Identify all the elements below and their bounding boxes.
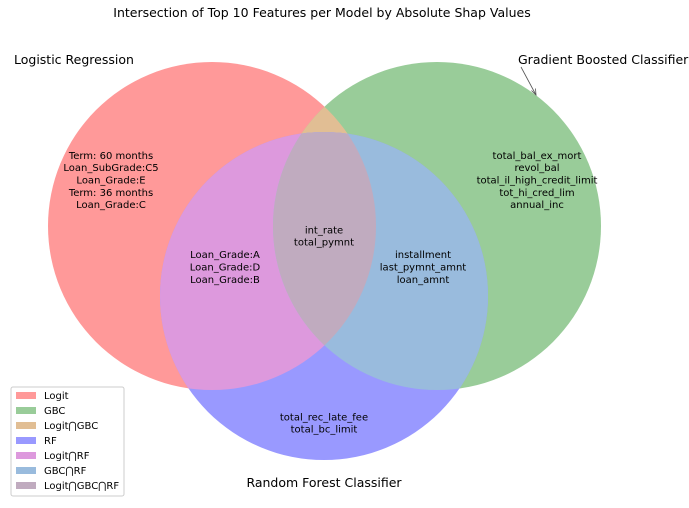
feature-label: total_rec_late_fee <box>280 412 368 423</box>
feature-label: revol_bal <box>514 163 559 174</box>
feature-label: int_rate <box>305 225 343 236</box>
legend-swatch <box>16 392 36 399</box>
feature-label: Term: 36 months <box>68 188 153 199</box>
legend: Logit GBC Logit⋂GBC RF Logit⋂RF GBC⋂RF Logit⋂G… <box>10 386 125 497</box>
gbc-label-arrow <box>520 66 537 97</box>
logit-gbc-rf-region <box>273 132 376 390</box>
legend-label: Logit⋂GBC <box>44 421 98 432</box>
legend-label: RF <box>44 436 57 447</box>
feature-label: Loan_Grade:D <box>190 263 261 274</box>
chart-title: Intersection of Top 10 Features per Mode… <box>113 5 530 20</box>
logit-gbc-rf-features: int_rate total_pymnt <box>294 225 354 248</box>
legend-swatch <box>16 482 36 489</box>
feature-label: annual_inc <box>510 200 564 211</box>
rf-set-label: Random Forest Classifier <box>246 475 402 490</box>
feature-label: total_bal_ex_mort <box>493 151 582 162</box>
legend-label: Logit <box>44 391 69 402</box>
feature-label: Term: 60 months <box>68 151 153 162</box>
feature-label: loan_amnt <box>397 275 450 286</box>
feature-label: Loan_Grade:B <box>190 275 260 286</box>
feature-label: tot_hi_cred_lim <box>499 188 574 199</box>
legend-swatch <box>16 467 36 474</box>
rf-only-features: total_rec_late_fee total_bc_limit <box>280 412 368 435</box>
logit-set-label: Logistic Regression <box>14 52 134 67</box>
feature-label: last_pymnt_amnt <box>380 263 467 274</box>
legend-label: GBC⋂RF <box>44 466 87 477</box>
legend-label: Logit⋂GBC⋂RF <box>44 481 119 492</box>
legend-swatch <box>16 422 36 429</box>
legend-label: GBC <box>44 406 65 417</box>
feature-label: Loan_Grade:E <box>76 176 145 187</box>
feature-label: Loan_Grade:A <box>190 250 260 261</box>
feature-label: Loan_SubGrade:C5 <box>63 163 158 174</box>
legend-label: Logit⋂RF <box>44 451 90 462</box>
feature-label: total_il_high_credit_limit <box>477 176 598 187</box>
feature-label: total_pymnt <box>294 238 354 249</box>
gbc-set-label: Gradient Boosted Classifier <box>518 52 689 67</box>
legend-box <box>10 386 125 497</box>
legend-swatch <box>16 452 36 459</box>
feature-label: total_bc_limit <box>291 425 358 436</box>
feature-label: Loan_Grade:C <box>76 200 146 211</box>
legend-swatch <box>16 437 36 444</box>
legend-swatch <box>16 407 36 414</box>
feature-label: installment <box>395 250 451 261</box>
